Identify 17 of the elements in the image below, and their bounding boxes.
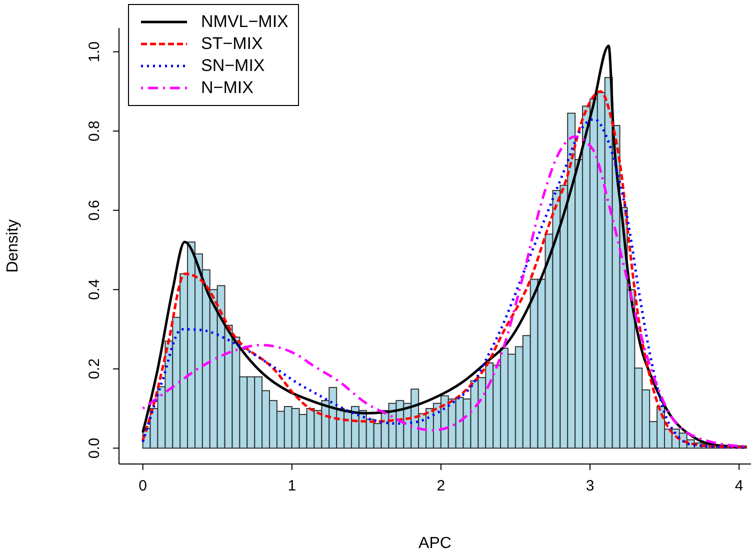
y-tick-label: 1.0 [86, 41, 103, 62]
legend-label: ST−MIX [201, 34, 263, 54]
y-tick-label: 0.8 [86, 120, 103, 142]
x-tick-label: 0 [138, 478, 148, 495]
x-tick-label: 3 [586, 478, 594, 495]
y-tick-label: 0.0 [86, 438, 103, 459]
x-tick-label: 2 [436, 478, 446, 495]
legend-label: NMVL−MIX [201, 12, 288, 32]
y-tick-label: 0.2 [86, 358, 103, 380]
x-axis-title: APC [418, 535, 452, 552]
y-axis-title: Density [4, 219, 22, 273]
x-tick-label: 1 [288, 478, 296, 495]
x-tick-label: 4 [734, 478, 744, 495]
legend-label: SN−MIX [201, 56, 265, 76]
y-tick-label: 0.6 [86, 200, 103, 221]
legend-label: N−MIX [201, 78, 254, 98]
y-tick-label: 0.4 [86, 279, 103, 300]
